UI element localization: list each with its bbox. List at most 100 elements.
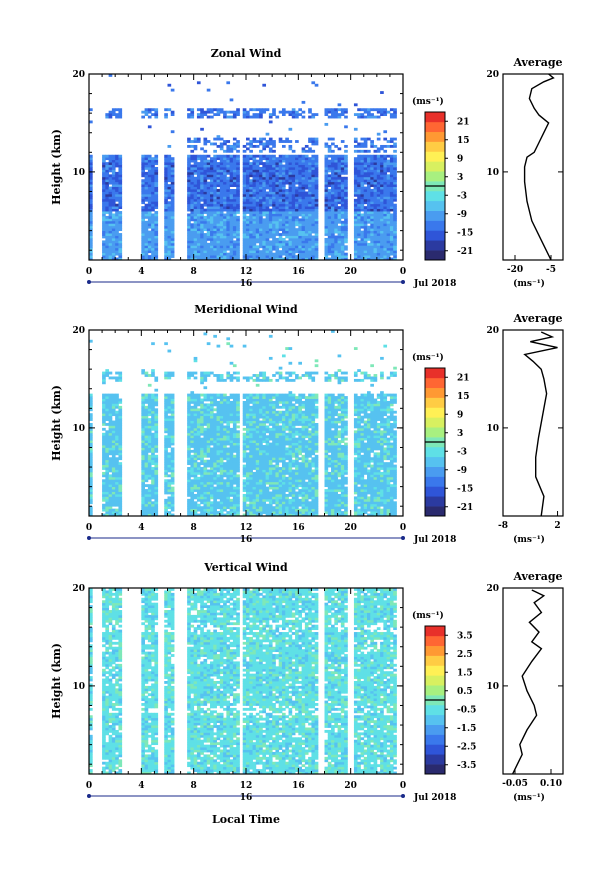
heatmap-cell: [334, 113, 338, 117]
heatmap-cell: [206, 486, 211, 490]
heatmap-cell: [337, 225, 342, 229]
heatmap-cell: [304, 181, 309, 185]
heatmap-cell: [118, 467, 123, 470]
heatmap-cell: [206, 255, 211, 258]
heatmap-cell: [226, 181, 231, 185]
heatmap-cell: [281, 203, 286, 207]
heatmap-cell: [255, 257, 260, 261]
heatmap-cell: [190, 189, 195, 192]
heatmap-cell: [144, 245, 149, 249]
heatmap-cell: [151, 467, 155, 470]
heatmap-cell: [105, 442, 110, 446]
heatmap-cell: [170, 491, 175, 495]
heatmap-cell: [144, 167, 149, 170]
heatmap-cell: [242, 154, 247, 158]
heatmap-cell: [389, 245, 394, 249]
heatmap-cell: [190, 144, 195, 148]
heatmap-cell: [386, 247, 391, 251]
heatmap-cell: [203, 427, 208, 431]
heatmap-cell: [102, 403, 106, 407]
heatmap-cell: [144, 228, 149, 232]
heatmap-cell: [115, 174, 119, 178]
heatmap-cell: [373, 220, 378, 224]
heatmap-cell: [151, 511, 155, 514]
heatmap-cell: [357, 215, 361, 219]
heatmap-cell: [151, 240, 155, 244]
heatmap-cell: [167, 481, 172, 485]
heatmap-cell: [216, 467, 221, 470]
heatmap-cell: [210, 215, 214, 219]
heatmap-cell: [370, 115, 374, 119]
heatmap-cell: [118, 378, 123, 382]
heatmap-cell: [360, 223, 365, 227]
heatmap-cell: [213, 435, 217, 439]
heatmap-cell: [288, 245, 293, 249]
heatmap-cell: [373, 225, 378, 229]
heatmap-cell: [298, 198, 302, 202]
heatmap-cell: [236, 169, 240, 173]
heatmap-cell: [367, 181, 371, 185]
heatmap-cell: [213, 396, 217, 399]
heatmap-cell: [389, 196, 394, 200]
heatmap-cell: [367, 211, 371, 214]
heatmap-cell: [216, 447, 221, 451]
heatmap-cell: [118, 481, 123, 485]
heatmap-cell: [210, 235, 214, 239]
heatmap-cell: [200, 255, 204, 258]
heatmap-cell: [291, 230, 296, 234]
heatmap-cell: [232, 213, 237, 217]
heatmap-cell: [219, 255, 224, 258]
heatmap-cell: [167, 349, 172, 353]
heatmap-cell: [141, 186, 145, 190]
heatmap-cell: [272, 154, 276, 158]
heatmap-cell: [311, 225, 316, 229]
heatmap-cell: [193, 211, 198, 214]
heatmap-cell: [272, 233, 276, 236]
heatmap-cell: [167, 203, 172, 207]
heatmap-cell: [141, 110, 145, 114]
heatmap-cell: [111, 196, 116, 200]
heatmap-cell: [340, 196, 345, 200]
heatmap-cell: [102, 503, 106, 507]
heatmap-cell: [301, 206, 306, 210]
heatmap-cell: [102, 225, 106, 229]
heatmap-cell: [357, 240, 361, 244]
heatmap-cell: [298, 237, 302, 241]
heatmap-cell: [190, 420, 195, 424]
heatmap-cell: [187, 400, 191, 404]
heatmap-cell: [386, 245, 391, 249]
heatmap-cell: [331, 110, 335, 114]
heatmap-cell: [115, 437, 119, 441]
heatmap-cell: [278, 110, 283, 114]
heatmap-cell: [210, 467, 214, 470]
heatmap-cell: [380, 235, 384, 239]
heatmap-cell: [196, 503, 201, 507]
heatmap-cell: [187, 203, 191, 207]
heatmap-cell: [200, 186, 204, 190]
heatmap-cell: [308, 193, 312, 197]
heatmap-cell: [115, 457, 119, 461]
heatmap-cell: [295, 201, 299, 205]
heatmap-cell: [105, 459, 110, 463]
heatmap-cell: [265, 255, 270, 258]
heatmap-cell: [295, 164, 299, 168]
heatmap-cell: [108, 484, 113, 488]
heatmap-cell: [249, 257, 253, 261]
heatmap-cell: [118, 223, 123, 227]
heatmap-cell: [216, 137, 221, 141]
heatmap-cell: [223, 445, 227, 448]
heatmap-cell: [334, 255, 338, 258]
heatmap-cell: [167, 174, 172, 178]
heatmap-cell: [216, 108, 221, 112]
heatmap-cell: [249, 179, 253, 183]
heatmap-cell: [147, 454, 152, 458]
heatmap-cell: [304, 174, 309, 178]
heatmap-cell: [308, 189, 312, 192]
heatmap-cell: [219, 410, 224, 414]
heatmap-cell: [187, 498, 191, 502]
heatmap-cell: [367, 159, 371, 163]
heatmap-cell: [154, 423, 159, 426]
heatmap-cell: [147, 393, 152, 397]
heatmap-cell: [229, 196, 234, 200]
heatmap-cell: [89, 225, 93, 229]
